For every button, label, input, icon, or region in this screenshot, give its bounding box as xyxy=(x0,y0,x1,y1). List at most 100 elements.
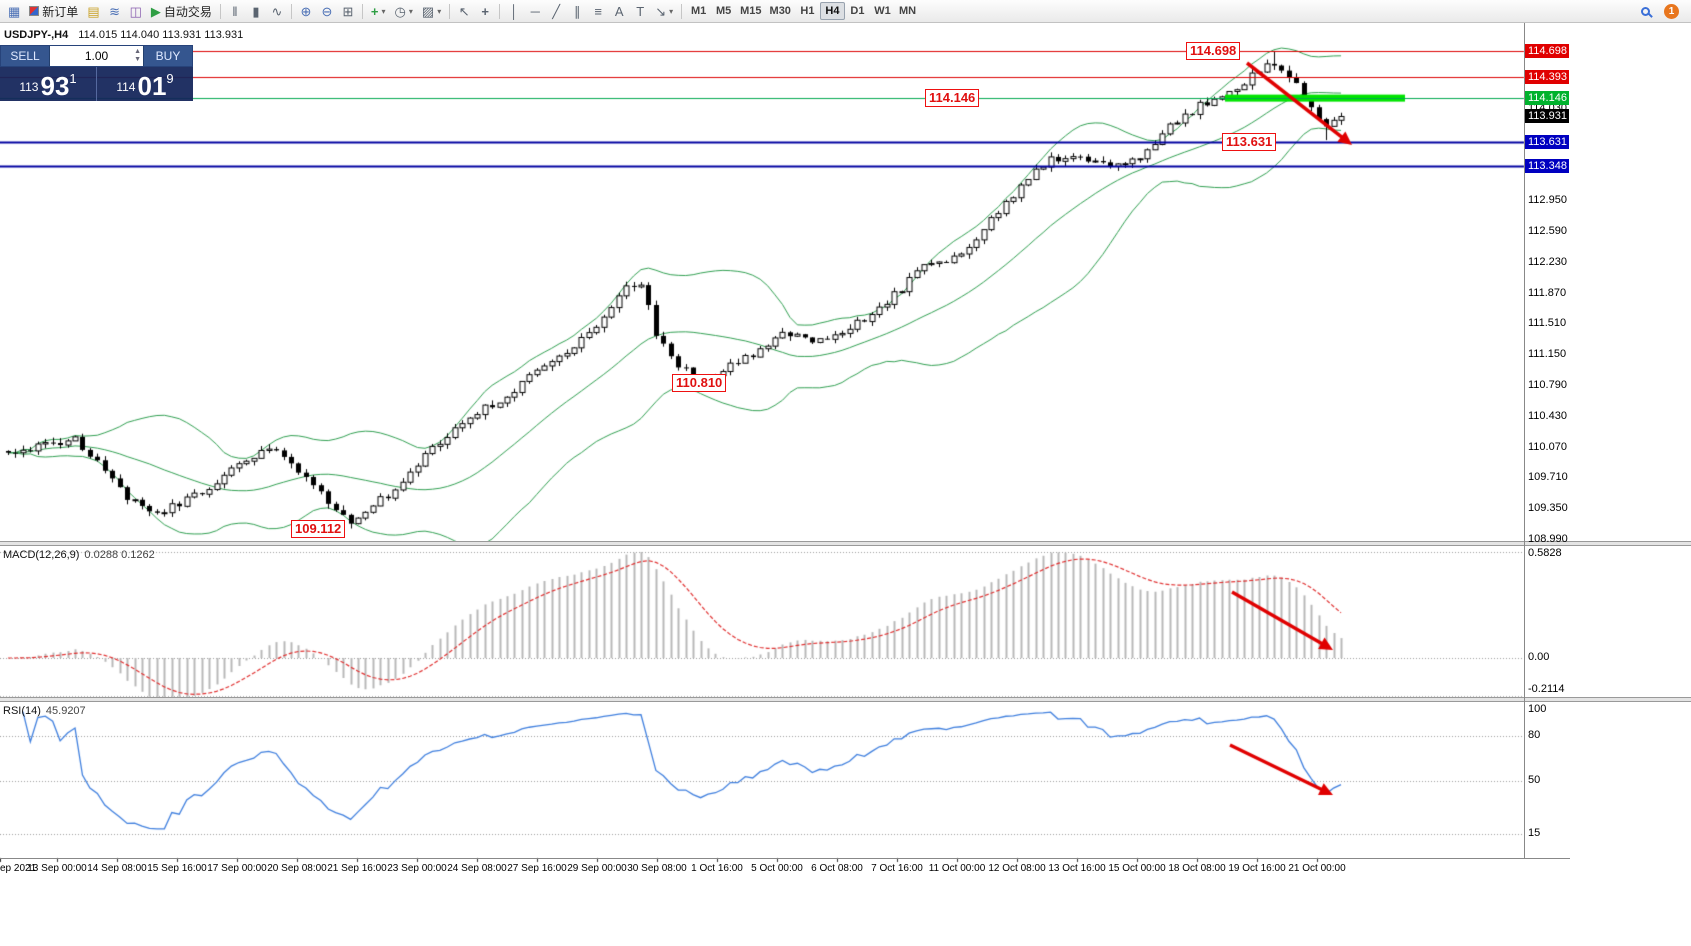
chart-candles-button[interactable]: ▮ xyxy=(246,1,266,21)
cursor-icon: ↖ xyxy=(458,3,470,19)
market-watch-icon: ≋ xyxy=(109,3,121,19)
arrow-tool-icon: ↘ xyxy=(655,3,667,19)
label-icon: T xyxy=(636,3,645,19)
panel-separator[interactable] xyxy=(0,697,1691,702)
time-axis-label: 6 Oct 08:00 xyxy=(811,863,863,874)
text-tool[interactable]: A xyxy=(609,1,629,21)
rsi-scale-value: 50 xyxy=(1528,774,1541,786)
macd-scale-value: 0.00 xyxy=(1528,651,1550,663)
spin-down-icon[interactable]: ▼ xyxy=(134,56,141,63)
fibonacci-tool[interactable]: ≡ xyxy=(588,1,608,21)
toolbar-separator xyxy=(449,3,451,19)
new-chart-button[interactable]: ▦ xyxy=(4,1,24,21)
time-axis-label: 30 Sep 08:00 xyxy=(627,863,687,874)
ask-price-display[interactable]: 114 01 9 xyxy=(97,67,193,101)
time-axis-label: 29 Sep 00:00 xyxy=(567,863,627,874)
macd-title-text: MACD(12,26,9) xyxy=(3,549,80,561)
time-axis-label: 13 Oct 16:00 xyxy=(1048,863,1106,874)
price-annotation[interactable]: 109.112 xyxy=(291,519,346,538)
cursor-button[interactable]: ↖ xyxy=(454,1,474,21)
bid-prefix: 113 xyxy=(19,80,39,94)
price-annotation[interactable]: 114.698 xyxy=(1186,41,1241,60)
ohlc-values: 114.015 114.040 113.931 113.931 xyxy=(78,29,244,41)
search-icon[interactable] xyxy=(1641,6,1650,16)
market-watch-button[interactable]: ≋ xyxy=(105,1,125,21)
label-tool[interactable]: T xyxy=(630,1,650,21)
crosshair-button[interactable]: + xyxy=(475,1,495,21)
time-axis-label: 27 Sep 16:00 xyxy=(507,863,567,874)
line-chart-icon: ∿ xyxy=(271,3,283,19)
panel-separator[interactable] xyxy=(0,541,1691,546)
timeframe-d1-button[interactable]: D1 xyxy=(845,2,870,20)
one-click-trading-panel: SELL 1.00 ▲ ▼ BUY 113 93 1 114 01 9 xyxy=(0,45,193,101)
time-axis-label: 23 Sep 00:00 xyxy=(387,863,447,874)
price-annotation[interactable]: 114.146 xyxy=(925,89,980,108)
timeframe-mn-button[interactable]: MN xyxy=(895,2,920,20)
timeframe-m30-button[interactable]: M30 xyxy=(766,2,795,20)
tile-windows-button[interactable]: ⊞ xyxy=(338,1,358,21)
time-axis-label: 7 Oct 16:00 xyxy=(871,863,923,874)
auto-trading-button[interactable]: ▶ 自动交易 xyxy=(147,1,216,21)
new-chart-icon: ▦ xyxy=(8,3,21,19)
tile-windows-icon: ⊞ xyxy=(342,3,354,19)
timeframe-h1-button[interactable]: H1 xyxy=(795,2,820,20)
text-icon: A xyxy=(614,3,624,19)
toolbar-separator xyxy=(499,3,501,19)
zoom-out-button[interactable]: ⊖ xyxy=(317,1,337,21)
chart-line-button[interactable]: ∿ xyxy=(267,1,287,21)
horizontal-line-icon: ─ xyxy=(530,3,540,19)
zoom-in-button[interactable]: ⊕ xyxy=(296,1,316,21)
volume-input[interactable]: 1.00 ▲ ▼ xyxy=(49,46,144,66)
crosshair-icon: + xyxy=(481,3,489,19)
price-annotation[interactable]: 110.810 xyxy=(672,374,727,393)
bid-price-display[interactable]: 113 93 1 xyxy=(0,67,97,101)
time-axis-label: 19 Oct 16:00 xyxy=(1228,863,1286,874)
main-toolbar: ▦ 新订单 ▤ ≋ ◫ ▶ 自动交易 ‖ ▮ ∿ ⊕ ⊖ ⊞ + ▾ ◷ ▾ ▨… xyxy=(0,0,1691,23)
profiles-button[interactable]: ▤ xyxy=(83,1,103,21)
price-scale-tag: 114.698 xyxy=(1525,43,1569,58)
dropdown-arrow-icon: ▾ xyxy=(669,6,674,16)
timeframe-m15-button[interactable]: M15 xyxy=(736,2,765,20)
clock-icon: ◷ xyxy=(394,3,406,19)
price-scale-tag: 113.931 xyxy=(1525,109,1569,124)
time-axis-label: 24 Sep 08:00 xyxy=(447,863,507,874)
periods-button[interactable]: ◷ ▾ xyxy=(391,1,417,21)
chart-bars-button[interactable]: ‖ xyxy=(225,1,245,21)
rsi-value-text: 45.9207 xyxy=(45,705,86,717)
symbol-info: USDJPY-,H4 114.015 114.040 113.931 113.9… xyxy=(4,29,243,41)
data-window-button[interactable]: ◫ xyxy=(126,1,146,21)
trendline-icon: ╱ xyxy=(552,3,561,19)
vertical-line-tool[interactable]: │ xyxy=(504,1,524,21)
price-chart-canvas[interactable] xyxy=(0,23,1691,946)
macd-scale-value: -0.2114 xyxy=(1528,683,1565,695)
sell-button[interactable]: SELL xyxy=(1,46,49,66)
channel-tool[interactable]: ∥ xyxy=(567,1,587,21)
time-axis-label: 20 Sep 08:00 xyxy=(267,863,327,874)
rsi-scale-value: 15 xyxy=(1528,826,1541,839)
horizontal-line-tool[interactable]: ─ xyxy=(525,1,545,21)
notification-badge[interactable]: 1 xyxy=(1664,3,1679,19)
channel-icon: ∥ xyxy=(573,3,581,19)
arrows-tool[interactable]: ↘ ▾ xyxy=(651,1,677,21)
ask-prefix: 114 xyxy=(116,80,136,94)
timeframe-m5-button[interactable]: M5 xyxy=(711,2,736,20)
templates-button[interactable]: ▨ ▾ xyxy=(418,1,445,21)
indicators-button[interactable]: + ▾ xyxy=(367,1,390,21)
timeframe-h4-button[interactable]: H4 xyxy=(819,2,845,20)
price-annotation[interactable]: 113.631 xyxy=(1222,133,1277,152)
price-scale-tick: 110.430 xyxy=(1528,409,1567,422)
spin-up-icon[interactable]: ▲ xyxy=(134,48,141,55)
buy-button[interactable]: BUY xyxy=(144,46,192,66)
fibonacci-icon: ≡ xyxy=(594,3,602,19)
toolbar-separator xyxy=(361,3,363,19)
price-scale-tick: 111.870 xyxy=(1528,286,1567,299)
macd-values-text: 0.0288 0.1262 xyxy=(84,549,155,561)
timeframe-w1-button[interactable]: W1 xyxy=(870,2,895,20)
time-axis-label: 15 Oct 00:00 xyxy=(1108,863,1166,874)
price-scale-tick: 110.070 xyxy=(1528,440,1567,453)
volume-spinner[interactable]: ▲ ▼ xyxy=(134,48,141,64)
new-order-button[interactable]: 新订单 xyxy=(25,1,82,21)
timeframe-m1-button[interactable]: M1 xyxy=(686,2,711,20)
trendline-tool[interactable]: ╱ xyxy=(546,1,566,21)
bid-pip-digit: 1 xyxy=(69,71,77,86)
